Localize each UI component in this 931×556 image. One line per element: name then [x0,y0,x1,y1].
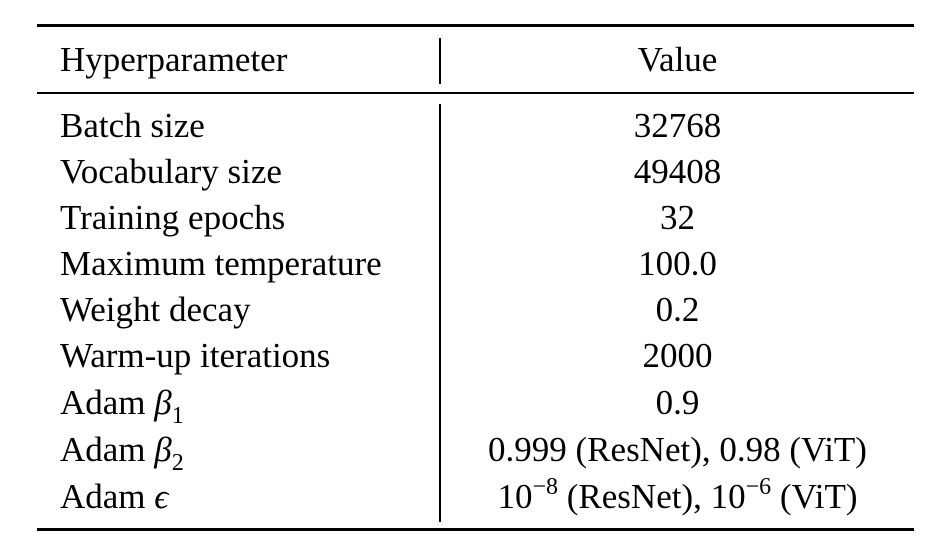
row-param-adam-epsilon: Adam ϵ [60,474,168,520]
row-param-training-epochs: Training epochs [60,198,286,237]
row-value-maximum-temperature: 100.0 [638,244,717,283]
table-header-rule [37,92,914,94]
param-prefix: Adam [60,383,146,422]
row-param-adam-beta2: Adam β2 [60,427,184,476]
row-param-warmup-iterations: Warm-up iterations [60,336,331,375]
row-param-adam-beta1: Adam β1 [60,380,184,429]
row-param-maximum-temperature: Maximum temperature [60,244,382,283]
value-label-resnet: (ResNet), [566,477,702,516]
epsilon-symbol: ϵ [154,477,169,516]
row-param-vocabulary-size: Vocabulary size [60,152,282,191]
beta-subscript: 2 [171,450,184,476]
row-param-batch-size: Batch size [60,106,205,145]
row-value-adam-beta1: 0.9 [655,383,700,422]
column-divider-body [439,104,441,522]
value-exponent-resnet: −8 [532,474,559,500]
table-bottom-rule [37,528,914,531]
value-base-resnet: 10 [497,477,533,516]
value-label-vit: (ViT) [779,477,858,516]
beta-subscript: 1 [171,403,184,429]
row-value-batch-size: 32768 [633,106,722,145]
row-value-warmup-iterations: 2000 [642,336,713,375]
beta-symbol: β [154,430,172,469]
param-prefix: Adam [60,477,146,516]
column-divider-header [439,38,441,84]
row-value-weight-decay: 0.2 [655,290,700,329]
table-top-rule [37,24,914,27]
row-param-weight-decay: Weight decay [60,290,251,329]
header-value: Value [637,40,718,79]
row-value-training-epochs: 32 [660,198,695,237]
header-hyperparameter: Hyperparameter [60,40,288,79]
param-prefix: Adam [60,430,146,469]
row-value-vocabulary-size: 49408 [633,152,722,191]
value-base-vit: 10 [710,477,746,516]
beta-symbol: β [154,383,172,422]
row-value-adam-epsilon: 10−8 (ResNet), 10−6 (ViT) [441,474,914,520]
value-exponent-vit: −6 [745,474,772,500]
row-value-adam-beta2: 0.999 (ResNet), 0.98 (ViT) [488,430,867,469]
